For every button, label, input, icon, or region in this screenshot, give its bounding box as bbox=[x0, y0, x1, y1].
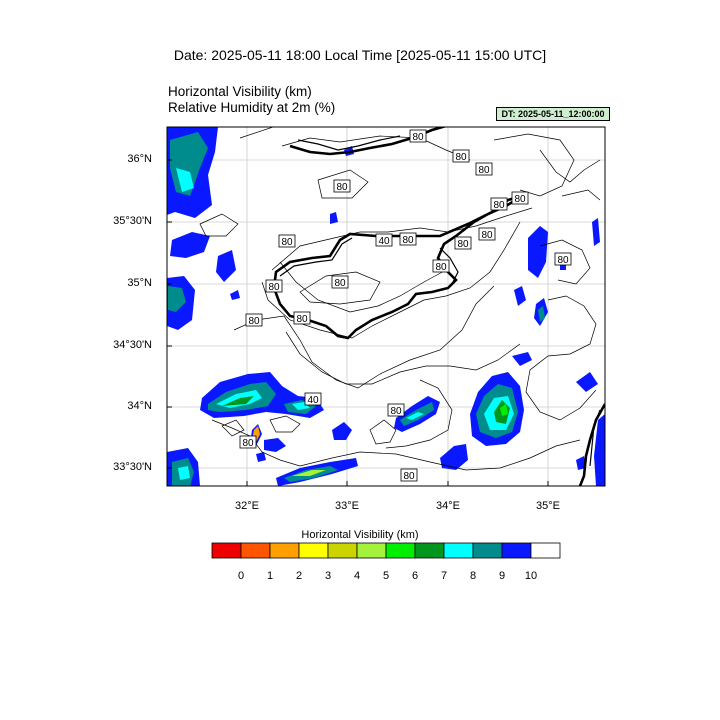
contour-label: 80 bbox=[245, 313, 263, 327]
legend-tick: 8 bbox=[469, 570, 477, 582]
legend-title: Horizontal Visibility (km) bbox=[301, 529, 419, 541]
legend-tick: 5 bbox=[382, 570, 390, 582]
legend-tick: 3 bbox=[324, 570, 332, 582]
contour-label: 80 bbox=[554, 252, 572, 266]
contour-label: 80 bbox=[475, 162, 493, 176]
legend-tick: 9 bbox=[498, 570, 506, 582]
svg-text:80: 80 bbox=[514, 194, 526, 205]
svg-text:40: 40 bbox=[307, 395, 319, 406]
map-frame bbox=[166, 126, 606, 487]
svg-text:80: 80 bbox=[557, 255, 569, 266]
legend-swatch bbox=[240, 542, 271, 559]
svg-text:80: 80 bbox=[412, 132, 424, 143]
lon-label: 35°E bbox=[536, 500, 560, 512]
lat-label: 34°N bbox=[127, 400, 152, 412]
legend-tick: 10 bbox=[524, 570, 538, 582]
legend-swatch bbox=[472, 542, 503, 559]
legend-tick: 0 bbox=[237, 570, 245, 582]
svg-text:80: 80 bbox=[493, 200, 505, 211]
contour-label: 80 bbox=[399, 232, 417, 246]
svg-text:80: 80 bbox=[390, 406, 402, 417]
svg-text:40: 40 bbox=[378, 236, 390, 247]
variable-title-humidity: Relative Humidity at 2m (%) bbox=[168, 100, 336, 115]
legend-tick: 7 bbox=[440, 570, 448, 582]
variable-title-visibility: Horizontal Visibility (km) bbox=[168, 84, 312, 99]
contour-label: 80 bbox=[239, 435, 257, 449]
lat-label: 33°30'N bbox=[113, 461, 152, 473]
legend-swatch bbox=[385, 542, 416, 559]
legend-swatch bbox=[298, 542, 329, 559]
legend-tick: 4 bbox=[353, 570, 361, 582]
contour-label: 80 bbox=[265, 279, 283, 293]
svg-text:80: 80 bbox=[336, 182, 348, 193]
legend-colorbar bbox=[211, 542, 561, 559]
legend-swatch bbox=[414, 542, 445, 559]
lon-label: 33°E bbox=[335, 500, 359, 512]
contour-label: 80 bbox=[293, 311, 311, 325]
svg-text:80: 80 bbox=[403, 471, 415, 482]
visibility-fills bbox=[167, 127, 605, 486]
map-background bbox=[167, 127, 605, 486]
contour-label: 80 bbox=[400, 468, 418, 482]
legend-tick: 6 bbox=[411, 570, 419, 582]
svg-text:80: 80 bbox=[334, 278, 346, 289]
humidity-contours bbox=[199, 127, 601, 471]
contour-label: 40 bbox=[375, 233, 393, 247]
lat-label: 36°N bbox=[127, 153, 152, 165]
contour-label: 80 bbox=[278, 234, 296, 248]
lat-label: 35°30'N bbox=[113, 215, 152, 227]
svg-text:80: 80 bbox=[478, 165, 490, 176]
contour-label: 80 bbox=[511, 191, 529, 205]
legend-swatch bbox=[356, 542, 387, 559]
svg-text:80: 80 bbox=[268, 282, 280, 293]
lon-label: 34°E bbox=[436, 500, 460, 512]
lat-label: 35°N bbox=[127, 277, 152, 289]
legend-tick: 1 bbox=[266, 570, 274, 582]
lon-label: 32°E bbox=[235, 500, 259, 512]
svg-text:80: 80 bbox=[435, 262, 447, 273]
contour-label: 80 bbox=[432, 259, 450, 273]
contour-label: 40 bbox=[304, 392, 322, 406]
dt-badge: DT: 2025-05-11_12:00:00 bbox=[496, 107, 610, 121]
legend-swatch bbox=[530, 542, 561, 559]
legend-swatch bbox=[269, 542, 300, 559]
svg-text:80: 80 bbox=[457, 239, 469, 250]
svg-text:80: 80 bbox=[455, 152, 467, 163]
contour-labels: 80 80 80 80 80 80 80 80 80 40 80 80 80 80 80 80 80 40 80 80… bbox=[239, 129, 572, 482]
contour-label: 80 bbox=[331, 275, 349, 289]
legend-swatch bbox=[443, 542, 474, 559]
contour-label: 80 bbox=[452, 149, 470, 163]
legend-swatch bbox=[211, 542, 242, 559]
svg-text:80: 80 bbox=[281, 237, 293, 248]
contour-label: 80 bbox=[490, 197, 508, 211]
contour-label: 80 bbox=[478, 227, 496, 241]
svg-text:80: 80 bbox=[242, 438, 254, 449]
legend-swatch bbox=[501, 542, 532, 559]
svg-text:80: 80 bbox=[481, 230, 493, 241]
svg-text:80: 80 bbox=[248, 316, 260, 327]
contour-label: 80 bbox=[333, 179, 351, 193]
legend-swatch bbox=[327, 542, 358, 559]
svg-text:80: 80 bbox=[296, 314, 308, 325]
contour-label: 80 bbox=[454, 236, 472, 250]
date-title: Date: 2025-05-11 18:00 Local Time [2025-… bbox=[173, 47, 547, 63]
legend-tick: 2 bbox=[295, 570, 303, 582]
svg-text:80: 80 bbox=[402, 235, 414, 246]
lat-label: 34°30'N bbox=[113, 339, 152, 351]
contour-label: 80 bbox=[409, 129, 427, 143]
contour-label: 80 bbox=[387, 403, 405, 417]
axis-ticks bbox=[167, 159, 549, 486]
